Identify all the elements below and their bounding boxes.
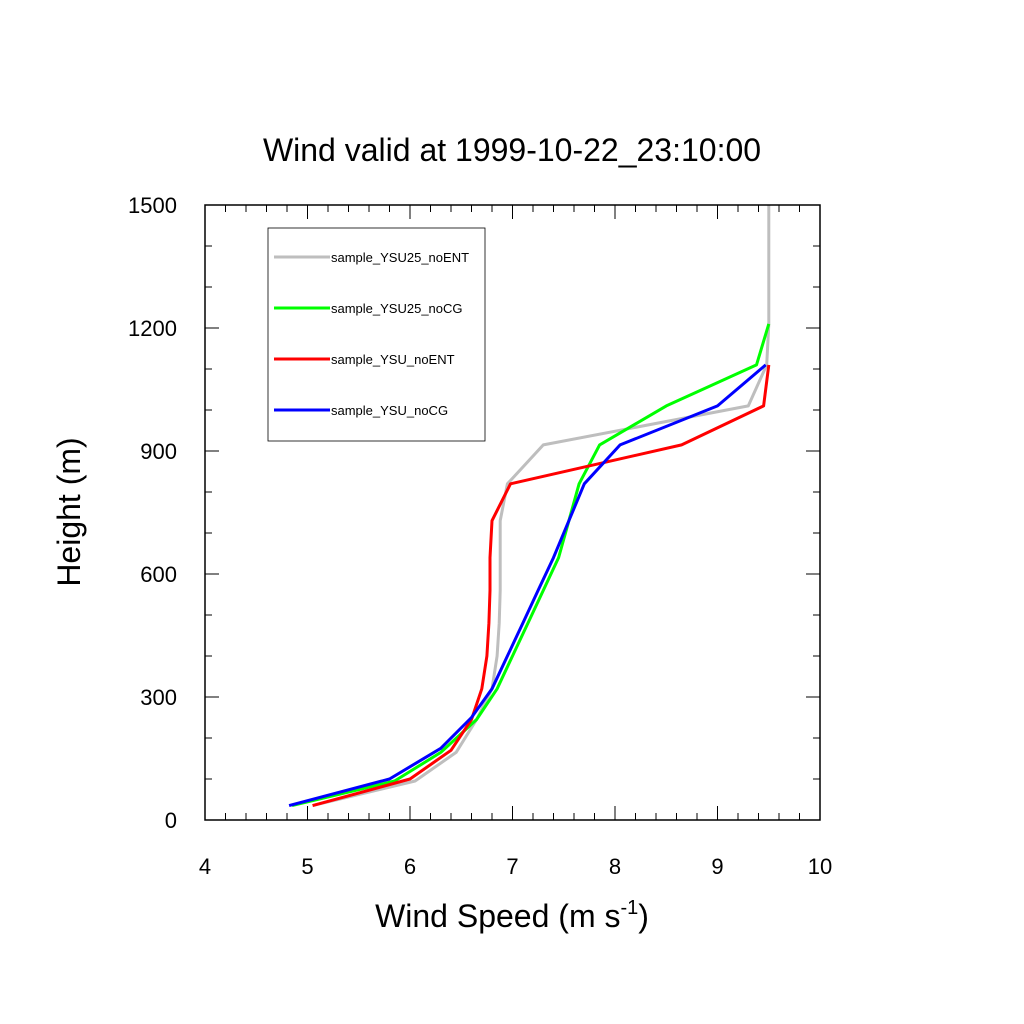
legend-entry-label: sample_YSU_noENT	[331, 352, 455, 367]
legend-entry-label: sample_YSU25_noENT	[331, 250, 469, 265]
x-tick-label: 8	[609, 854, 621, 879]
x-axis-label: Wind Speed (m s-1)	[375, 897, 649, 934]
legend-box	[267, 227, 486, 442]
y-tick-label: 1500	[128, 193, 177, 218]
x-axis-label-end: )	[638, 898, 649, 934]
series-line-sample_YSU25_noCG	[291, 323, 771, 808]
y-tick-label: 1200	[128, 316, 177, 341]
y-tick-label: 0	[165, 808, 177, 833]
x-tick-label: 5	[301, 854, 313, 879]
tick-labels: 4 5 6 7 8 9 10 0 300 600 900 1200 1500	[128, 193, 832, 879]
x-tick-label: 10	[808, 854, 832, 879]
y-tick-label: 600	[140, 562, 177, 587]
x-tick-label: 9	[711, 854, 723, 879]
legend-entry-label: sample_YSU25_noCG	[331, 301, 463, 316]
legend-entry-label: sample_YSU_noCG	[331, 403, 448, 418]
x-tick-label: 6	[404, 854, 416, 879]
x-tick-label: 4	[199, 854, 211, 879]
x-axis-label-main: Wind Speed (m s	[375, 898, 620, 934]
series-line-sample_YSU25_noENT	[312, 205, 771, 808]
x-axis-label-superscript: -1	[620, 897, 638, 919]
series-line-sample_YSU_noCG	[288, 363, 767, 808]
legend: sample_YSU25_noENT sample_YSU25_noCGsampl…	[267, 227, 486, 442]
y-tick-label: 900	[140, 439, 177, 464]
series-lines	[288, 205, 771, 808]
y-axis-label: Height (m)	[51, 437, 87, 586]
chart-title: Wind valid at 1999-10-22_23:10:00	[263, 132, 761, 168]
plot-frame	[204, 204, 821, 821]
x-tick-label: 7	[506, 854, 518, 879]
series-line-sample_YSU_noENT	[312, 364, 771, 808]
y-tick-label: 300	[140, 685, 177, 710]
